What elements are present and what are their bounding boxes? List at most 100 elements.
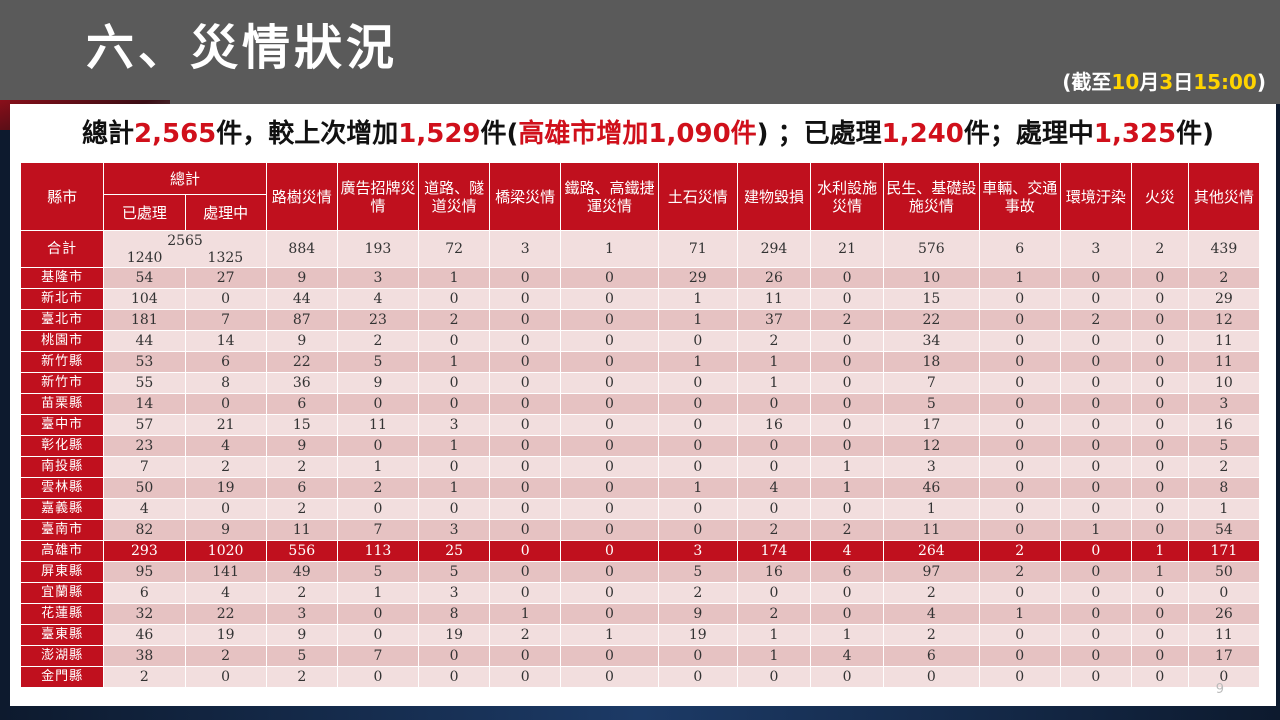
table-cell: 2 — [883, 582, 980, 604]
table-cell: 1 — [810, 624, 885, 646]
table-cell: 0 — [1059, 414, 1132, 436]
table-cell: 0 — [336, 603, 420, 625]
table-cell: 1 — [1130, 561, 1189, 583]
table-cell: 0 — [336, 498, 420, 520]
table-cell: 0 — [1187, 582, 1261, 604]
table-cell: 0 — [418, 645, 491, 667]
table-cell: 8 — [418, 603, 491, 625]
table-cell: 0 — [810, 330, 885, 352]
table-cell: 7 — [336, 519, 420, 541]
table-cell: 0 — [560, 666, 659, 688]
table-cell: 1 — [657, 309, 738, 331]
table-cell: 3 — [265, 603, 338, 625]
table-cell: 11 — [736, 288, 812, 310]
table-cell: 0 — [810, 603, 885, 625]
table-cell: 22 — [883, 309, 980, 331]
table-cell: 32 — [103, 603, 186, 625]
table-row: 屏東縣 95 141 49 5 5 0 0 5 16 6 97 2 0 1 50 — [19, 561, 1261, 583]
table-cell: 0 — [1130, 624, 1189, 646]
county-name: 彰化縣 — [19, 435, 105, 457]
table-cell: 0 — [489, 309, 562, 331]
table-row: 苗栗縣 14 0 6 0 0 0 0 0 0 0 5 0 0 0 3 — [19, 393, 1261, 415]
table-cell: 0 — [418, 330, 491, 352]
table-cell: 0 — [489, 519, 562, 541]
table-cell: 1 — [883, 498, 980, 520]
table-cell: 1 — [657, 351, 738, 373]
table-row: 臺南市 82 9 11 7 3 0 0 0 2 2 11 0 1 0 54 — [19, 519, 1261, 541]
header-cat-12: 其他災情 — [1187, 162, 1261, 231]
table-cell: 1 — [657, 477, 738, 499]
table-cell: 0 — [736, 435, 812, 457]
table-cell: 50 — [1187, 561, 1261, 583]
table-cell: 0 — [1130, 414, 1189, 436]
table-cell: 0 — [1130, 582, 1189, 604]
table-cell: 11 — [883, 519, 980, 541]
table-cell: 0 — [1130, 309, 1189, 331]
table-cell: 0 — [1059, 582, 1132, 604]
table-row: 臺北市 181 7 87 23 2 0 0 1 37 2 22 0 2 0 12 — [19, 309, 1261, 331]
table-cell: 0 — [978, 666, 1061, 688]
table-cell: 0 — [489, 351, 562, 373]
table-cell: 97 — [883, 561, 980, 583]
table-cell: 0 — [657, 330, 738, 352]
county-name: 臺東縣 — [19, 624, 105, 646]
table-cell: 2 — [184, 645, 267, 667]
header-cat-9: 車輛、交通事故 — [978, 162, 1061, 231]
table-cell: 4 — [184, 435, 267, 457]
header-cat-1: 廣告招牌災情 — [336, 162, 420, 231]
table-cell: 9 — [265, 435, 338, 457]
county-name: 新竹市 — [19, 372, 105, 394]
page-title: 六、災情狀況 — [86, 20, 399, 76]
table-cell: 174 — [736, 540, 812, 562]
table-cell: 6 — [883, 645, 980, 667]
table-row: 嘉義縣 4 0 2 0 0 0 0 0 0 0 1 0 0 0 1 — [19, 498, 1261, 520]
table-cell: 19 — [418, 624, 491, 646]
table-cell: 0 — [489, 372, 562, 394]
county-name: 基隆市 — [19, 267, 105, 289]
total-label: 合計 — [19, 230, 105, 268]
table-cell: 5 — [657, 561, 738, 583]
table-cell: 0 — [810, 267, 885, 289]
table-cell: 0 — [489, 477, 562, 499]
table-cell: 0 — [560, 582, 659, 604]
county-name: 雲林縣 — [19, 477, 105, 499]
table-cell: 0 — [560, 267, 659, 289]
table-cell: 0 — [1130, 372, 1189, 394]
table-cell: 0 — [1130, 393, 1189, 415]
county-name: 澎湖縣 — [19, 645, 105, 667]
table-cell: 2 — [1059, 309, 1132, 331]
table-cell: 0 — [810, 351, 885, 373]
table-cell: 1 — [810, 477, 885, 499]
table-row: 南投縣 7 2 2 1 0 0 0 0 0 1 3 0 0 0 2 — [19, 456, 1261, 478]
table-cell: 11 — [265, 519, 338, 541]
table-cell: 0 — [560, 519, 659, 541]
table-cell: 3 — [418, 519, 491, 541]
table-cell: 22 — [184, 603, 267, 625]
table-cell: 46 — [103, 624, 186, 646]
table-cell: 14 — [103, 393, 186, 415]
table-cell: 4 — [336, 288, 420, 310]
table-cell: 11 — [1187, 624, 1261, 646]
table-cell: 1 — [489, 603, 562, 625]
table-cell: 0 — [810, 372, 885, 394]
table-cell: 26 — [736, 267, 812, 289]
table-cell: 1 — [736, 645, 812, 667]
table-cell: 87 — [265, 309, 338, 331]
total-cat-value: 576 — [883, 230, 980, 268]
table-cell: 46 — [883, 477, 980, 499]
table-cell: 9 — [265, 330, 338, 352]
table-cell: 55 — [103, 372, 186, 394]
table-cell: 0 — [1130, 519, 1189, 541]
table-cell: 4 — [184, 582, 267, 604]
table-cell: 82 — [103, 519, 186, 541]
table-cell: 23 — [336, 309, 420, 331]
table-cell: 3 — [418, 414, 491, 436]
table-row: 新竹市 55 8 36 9 0 0 0 0 1 0 7 0 0 0 10 — [19, 372, 1261, 394]
table-row: 花蓮縣 32 22 3 0 8 1 0 9 2 0 4 1 0 0 26 — [19, 603, 1261, 625]
table-cell: 0 — [978, 288, 1061, 310]
table-cell: 0 — [810, 393, 885, 415]
county-name: 屏東縣 — [19, 561, 105, 583]
total-cell: 2565 1240 1325 — [103, 230, 267, 268]
table-cell: 1 — [1130, 540, 1189, 562]
table-cell: 1 — [336, 456, 420, 478]
